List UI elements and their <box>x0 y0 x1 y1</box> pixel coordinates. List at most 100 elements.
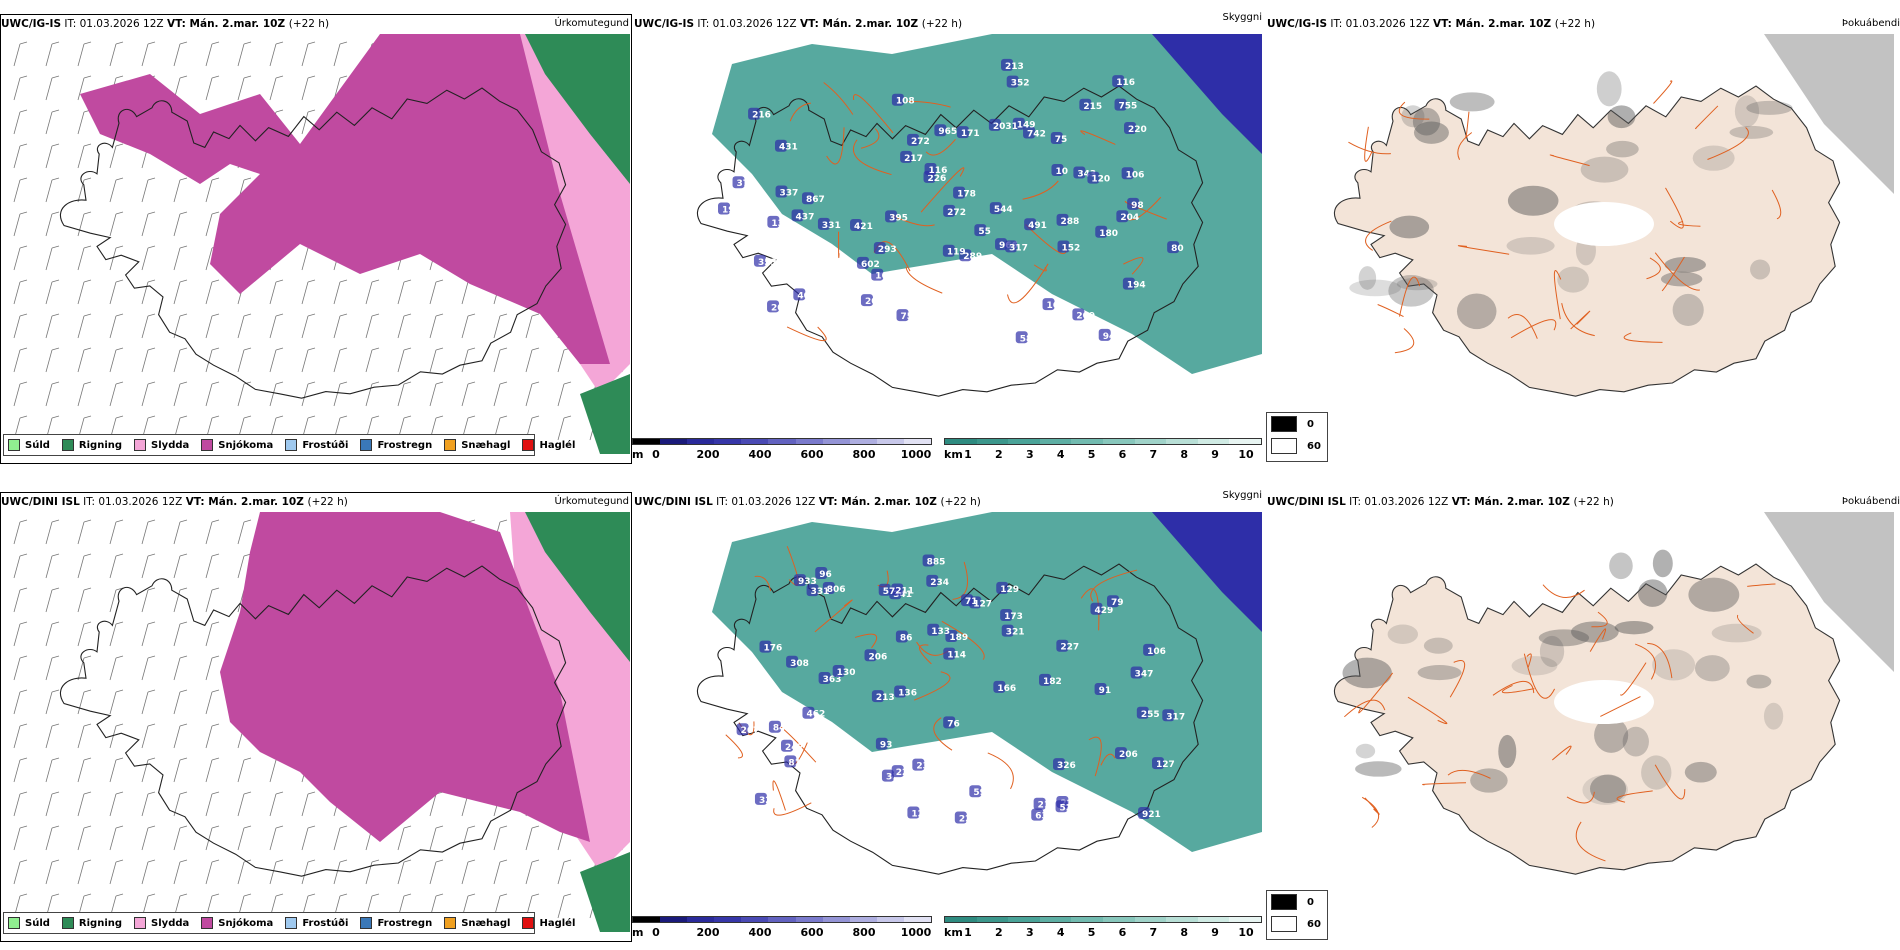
legend-label: Rigning <box>78 439 123 451</box>
height-colorbar: m 0 200 400 600 800 1000 <box>632 438 932 462</box>
legend-item: Frostregn <box>360 917 432 929</box>
color-step <box>1197 439 1230 444</box>
low-visibility-cell <box>759 640 772 653</box>
fog-cell <box>1684 761 1717 783</box>
wind-barb <box>109 245 124 271</box>
height-colorbar-strip <box>632 916 932 923</box>
low-visibility-cell <box>1031 808 1044 821</box>
wind-barb <box>205 859 220 885</box>
wind-barb <box>173 347 188 373</box>
visibility-value: 199 <box>722 205 741 215</box>
fog-cell <box>1417 665 1462 681</box>
visibility-value: 429 <box>1094 606 1113 616</box>
wind-barb <box>429 381 444 407</box>
wind-barb <box>77 519 92 545</box>
wind-barb <box>301 381 316 407</box>
wind-barb <box>173 177 188 203</box>
wind-barb <box>109 757 124 783</box>
wind-barb <box>237 757 252 783</box>
wind-barb <box>13 313 28 339</box>
visibility-value: 149 <box>1017 121 1036 131</box>
precip-legend: Súld Rigning Slydda Snjókoma Frostúði Frostre… <box>3 434 575 456</box>
road <box>853 94 894 134</box>
wind-barb <box>301 313 316 339</box>
wind-barb <box>237 381 252 407</box>
forecast-header: UWC/IG-IS IT: 01.03.2026 12Z VT: Mán. 2.… <box>1 18 329 30</box>
fog-cell <box>1606 140 1639 158</box>
wind-barb <box>45 381 60 407</box>
tick-label: 7 <box>1149 448 1158 461</box>
wind-barb <box>205 791 220 817</box>
wind-barb <box>525 313 540 339</box>
low-visibility-cell <box>1055 800 1068 813</box>
visibility-value: 81 <box>788 758 801 768</box>
road <box>933 717 953 751</box>
color-step <box>795 917 823 922</box>
height-colorbar: m 0 200 400 600 800 1000 <box>632 916 932 940</box>
visibility-value: 209 <box>771 303 790 313</box>
tick-label: 2 <box>995 926 1003 939</box>
color-step <box>1134 917 1167 922</box>
low-visibility-cell <box>767 300 780 313</box>
visibility-value: 321 <box>1006 628 1025 638</box>
wind-barb <box>45 347 60 373</box>
color-step <box>1197 917 1230 922</box>
road <box>1365 220 1392 251</box>
init-label: IT: <box>64 18 80 30</box>
model-name: UWC/DINI ISL <box>634 496 713 508</box>
forecast-header: UWC/DINI ISL IT: 01.03.2026 12Z VT: Mán.… <box>1267 496 1614 508</box>
wind-barb <box>109 553 124 579</box>
wind-barb <box>13 245 28 271</box>
low-visibility-cell <box>1130 666 1143 679</box>
wind-barb <box>109 381 124 407</box>
wind-barb <box>269 859 284 885</box>
tick-label: 8 <box>1180 448 1189 461</box>
road <box>1654 252 1700 291</box>
low-visibility-cell <box>718 202 731 215</box>
legend-item: Rigning <box>61 917 122 929</box>
wind-barb <box>77 553 92 579</box>
wind-barb <box>397 313 412 339</box>
fog-cell <box>1734 95 1760 127</box>
visibility-value: 137 <box>771 219 790 229</box>
init-label: IT: <box>716 496 732 508</box>
fog-legend-item: 0 <box>1267 891 1327 913</box>
visibility-value: 209 <box>1076 311 1095 321</box>
visibility-panel: UWC/IG-IS IT: 01.03.2026 12Z VT: Mán. 2.… <box>632 0 1264 470</box>
valid-label: VT: <box>799 18 823 30</box>
visibility-value: 10 <box>1055 167 1068 177</box>
wind-barb <box>301 279 316 305</box>
road <box>1661 256 1685 292</box>
low-visibility-cell <box>1162 709 1175 722</box>
visibility-value: 216 <box>1038 801 1057 811</box>
fog-map <box>1333 34 1894 397</box>
wind-barb <box>45 109 60 135</box>
low-visibility-cell <box>891 93 904 106</box>
wind-barb <box>205 211 220 237</box>
wind-barb <box>77 689 92 715</box>
fog-cell <box>1746 100 1793 115</box>
wind-barb <box>45 825 60 851</box>
low-visibility-cell <box>1090 602 1103 615</box>
color-step <box>714 439 742 444</box>
visibility-value: 215 <box>1083 102 1102 112</box>
color-step <box>903 439 932 444</box>
fog-cell <box>1664 256 1706 273</box>
tick-label: 200 <box>696 926 720 939</box>
color-step <box>1229 917 1261 922</box>
wind-barb <box>237 313 252 339</box>
fog-cell <box>1596 71 1622 107</box>
visibility-colorbar-strip <box>944 916 1262 923</box>
road <box>725 734 743 759</box>
road <box>1088 736 1102 777</box>
low-visibility-cell <box>774 139 787 152</box>
wind-barb <box>173 41 188 67</box>
low-visibility-cell <box>873 241 886 254</box>
visibility-value: 106 <box>1126 170 1145 180</box>
fog-cell <box>1750 259 1771 280</box>
fog-cell <box>1638 579 1668 607</box>
visibility-value: 247 <box>785 743 804 753</box>
visibility-value: 91 <box>1099 686 1112 696</box>
low-visibility-cell <box>768 720 781 733</box>
visibility-value: 79 <box>1111 598 1124 608</box>
